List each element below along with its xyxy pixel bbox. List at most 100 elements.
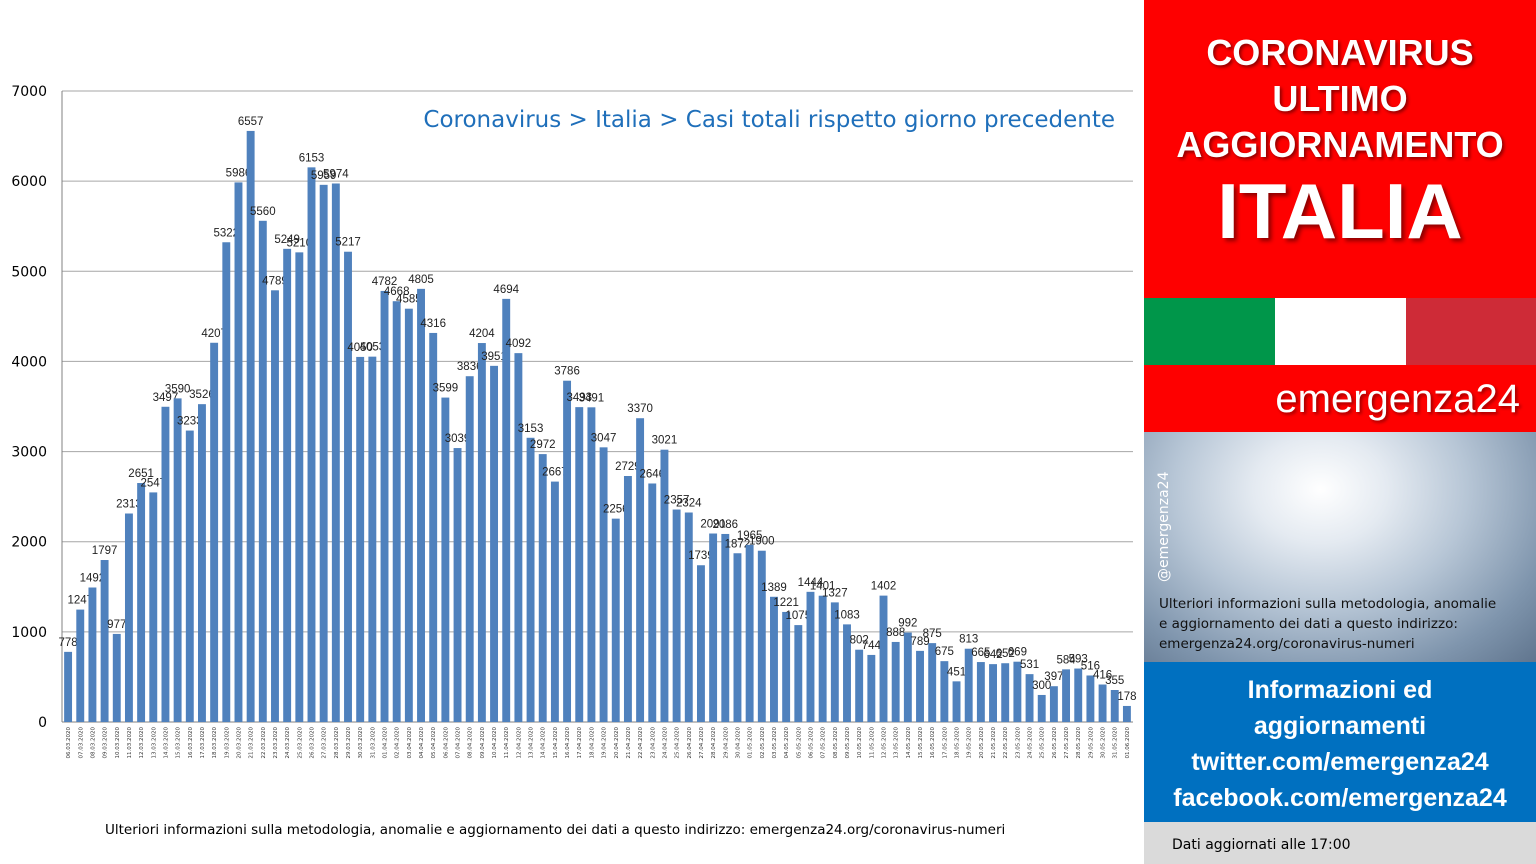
data-label: 5986 <box>226 167 252 179</box>
bar <box>976 662 985 722</box>
x-tick-label: 21.05.2020 <box>991 727 997 759</box>
x-tick-label: 18.03.2020 <box>212 727 218 759</box>
bar <box>733 553 742 722</box>
twitter-link[interactable]: twitter.com/emergenza24 <box>1191 748 1489 776</box>
x-tick-label: 05.04.2020 <box>431 727 437 759</box>
social-line-2: aggiornamenti <box>1253 712 1427 740</box>
data-label: 531 <box>1020 659 1039 671</box>
bar <box>161 406 170 722</box>
x-tick-label: 28.03.2020 <box>334 727 340 759</box>
chart-area: 0 1000 2000 3000 4000 5000 6000 7000 778 06.03.20… <box>11 84 1137 838</box>
title-block: CORONAVIRUS ULTIMO AGGIORNAMENTO ITALIA <box>1144 0 1536 298</box>
bar <box>550 481 559 722</box>
x-tick-label: 20.04.2020 <box>614 727 620 759</box>
x-tick-label: 18.05.2020 <box>955 727 961 759</box>
facebook-link[interactable]: facebook.com/emergenza24 <box>1173 784 1507 812</box>
x-tick-label: 24.05.2020 <box>1028 727 1034 759</box>
bar <box>940 661 949 722</box>
bar <box>1062 669 1071 722</box>
x-tick-label: 23.04.2020 <box>650 727 656 759</box>
data-label: 3786 <box>554 366 580 378</box>
data-label: 2357 <box>664 495 690 507</box>
bar <box>903 632 912 722</box>
x-tick-label: 18.04.2020 <box>589 727 595 759</box>
x-tick-label: 19.04.2020 <box>602 727 608 759</box>
bar <box>1110 689 1119 722</box>
flag-red-stripe <box>1406 298 1536 365</box>
data-label: 2324 <box>676 498 702 510</box>
data-label: 5210 <box>287 237 313 249</box>
data-label: 5217 <box>335 237 361 249</box>
bar <box>112 633 121 722</box>
x-tick-label: 02.05.2020 <box>760 727 766 759</box>
data-label: 3599 <box>433 383 459 395</box>
data-label: 888 <box>886 627 905 639</box>
info-line-1: Ulteriori informazioni sulla metodologia… <box>1159 596 1497 612</box>
data-label: 4585 <box>396 294 422 306</box>
data-label: 1492 <box>80 573 106 585</box>
brand-bar: emergenza24 <box>1144 365 1536 432</box>
x-tick-label: 31.05.2020 <box>1113 727 1119 759</box>
bar <box>709 533 718 722</box>
x-tick-label: 27.04.2020 <box>699 727 705 759</box>
data-label: 1965 <box>737 530 763 542</box>
x-tick-label: 13.05.2020 <box>894 727 900 759</box>
bar <box>782 611 791 722</box>
bar <box>356 356 365 722</box>
data-label: 675 <box>935 646 954 658</box>
bar <box>222 242 231 723</box>
data-label: 1075 <box>786 610 812 622</box>
info-link[interactable]: emergenza24.org/coronavirus-numeri <box>1159 636 1415 652</box>
x-tick-label: 21.03.2020 <box>249 727 255 759</box>
x-tick-label: 24.04.2020 <box>662 727 668 759</box>
bar <box>818 595 827 722</box>
footnote: Ulteriori informazioni sulla metodologia… <box>105 822 1006 838</box>
data-label: 416 <box>1093 670 1112 682</box>
data-label: 5249 <box>274 234 300 246</box>
data-label: 2651 <box>128 468 154 480</box>
data-label: 2313 <box>116 498 142 510</box>
data-label: 516 <box>1081 660 1100 672</box>
data-label: 2972 <box>530 439 556 451</box>
bar <box>64 651 73 722</box>
data-label: 3590 <box>165 383 191 395</box>
x-tick-label: 13.03.2020 <box>151 727 157 759</box>
bar <box>672 509 681 722</box>
bar <box>100 560 109 722</box>
title-line-1: CORONAVIRUS <box>1206 32 1474 73</box>
y-tick-label: 1000 <box>11 625 47 641</box>
bar <box>1037 694 1046 722</box>
x-tick-label: 16.04.2020 <box>565 727 571 759</box>
x-tick-label: 08.04.2020 <box>468 727 474 759</box>
x-tick-label: 06.04.2020 <box>443 727 449 759</box>
data-label: 1402 <box>871 581 897 593</box>
x-tick-label: 01.04.2020 <box>383 727 389 759</box>
x-tick-label: 23.03.2020 <box>273 727 279 759</box>
social-block: Informazioni ed aggiornamenti twitter.co… <box>1144 662 1536 822</box>
x-tick-label: 16.05.2020 <box>930 727 936 759</box>
data-label: 652 <box>996 648 1015 660</box>
data-label: 1797 <box>92 545 118 557</box>
bar <box>1049 686 1058 722</box>
bar <box>696 565 705 722</box>
x-tick-label: 30.03.2020 <box>358 727 364 759</box>
x-tick-label: 03.05.2020 <box>772 727 778 759</box>
x-tick-label: 07.05.2020 <box>821 727 827 759</box>
data-label: 3526 <box>189 389 215 401</box>
x-tick-label: 10.05.2020 <box>857 727 863 759</box>
bar <box>526 437 535 722</box>
data-label: 3021 <box>652 435 678 447</box>
x-tick-label: 17.03.2020 <box>200 727 206 759</box>
bar <box>210 342 219 722</box>
data-label: 5560 <box>250 206 276 218</box>
bar <box>587 407 596 722</box>
x-tick-label: 26.05.2020 <box>1052 727 1058 759</box>
bar <box>891 641 900 722</box>
data-label: 2547 <box>140 477 166 489</box>
bar <box>599 447 608 722</box>
x-tick-label: 06.03.2020 <box>66 727 72 759</box>
x-tick-label: 22.04.2020 <box>638 727 644 759</box>
bar <box>830 602 839 722</box>
bar <box>319 184 328 722</box>
x-tick-label: 20.03.2020 <box>236 727 242 759</box>
